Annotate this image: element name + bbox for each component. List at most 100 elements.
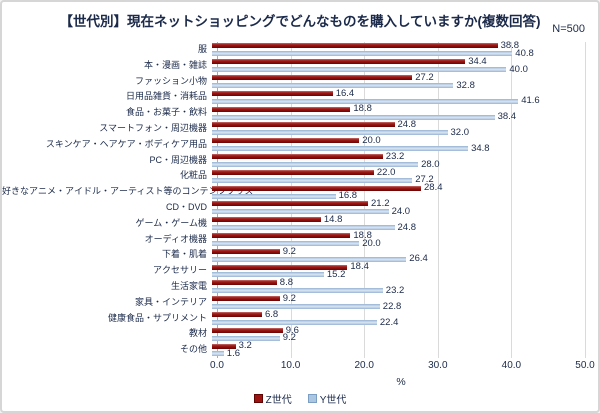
bar-line: 28.4 [212, 182, 598, 194]
bar-rows: 服 38.8 40.8 本・漫画・雑誌 34.4 40.0 ファッション小物 27.2 32.8… [2, 41, 598, 360]
category-label: 下着・肌着 [161, 249, 207, 260]
bar-group: 34.4 40.0 [212, 56, 598, 74]
gridline [437, 42, 439, 358]
value-label: 20.0 [362, 134, 381, 146]
category-label: ゲーム・ゲーム機 [135, 217, 207, 228]
z-generation-bar [212, 217, 321, 223]
chart-row: 家具・インテリア 9.2 22.8 [2, 292, 598, 311]
y-generation-bar [212, 146, 469, 152]
bar-line: 40.0 [212, 65, 598, 74]
x-axis-tick-label: 0.0 [210, 360, 224, 371]
y-generation-bar [212, 82, 454, 88]
bar-group: 21.2 24.0 [212, 198, 598, 218]
value-label: 20.0 [362, 237, 381, 249]
category-label: ファッション小物 [134, 75, 207, 86]
category-label: アクセサリー [152, 265, 207, 276]
bar-line: 41.6 [212, 96, 598, 105]
bar-group: 22.0 27.2 [212, 168, 598, 186]
bar-line: 34.8 [212, 144, 598, 153]
gridline [511, 42, 513, 358]
bar-line: 23.2 [212, 152, 598, 161]
z-generation-bar [212, 201, 368, 207]
bar-line: 27.2 [212, 71, 598, 83]
category-label: 食品・お菓子・飲料 [125, 107, 207, 118]
value-label: 34.4 [468, 56, 487, 67]
chart-row: スマートフォン・周辺機器 24.8 32.0 [2, 120, 598, 139]
chart-row: ファッション小物 27.2 32.8 [2, 71, 598, 91]
value-label: 24.8 [397, 221, 417, 233]
y-generation-bar [212, 319, 377, 325]
category-label: 家具・インテリア [134, 296, 207, 307]
z-series-swatch-icon [253, 394, 263, 403]
value-label: 27.2 [415, 174, 434, 186]
bar-line: 6.8 [212, 308, 598, 320]
category-label: その他 [179, 344, 207, 355]
value-label: 26.4 [409, 253, 428, 265]
bar-line: 23.2 [212, 285, 598, 297]
y-generation-bar [212, 304, 380, 310]
value-label: 9.2 [282, 245, 296, 257]
legend-item-z: Z世代 [253, 391, 292, 406]
value-label: 18.8 [353, 103, 372, 115]
value-label: 6.8 [265, 308, 279, 320]
bar-line: 14.8 [212, 213, 598, 225]
chart-row: オーディオ機器 18.8 20.0 [2, 231, 598, 249]
chart-row: その他 3.2 1.6 [2, 341, 598, 360]
category-label: CD・DVD [165, 201, 207, 212]
bar-line: 20.0 [212, 134, 598, 146]
value-label: 9.2 [282, 332, 296, 344]
value-label: 24.0 [391, 206, 411, 218]
category-label: 生活家電 [170, 280, 207, 291]
chart-row: 本・漫画・雑誌 34.4 40.0 [2, 56, 598, 74]
bar-line: 28.0 [212, 160, 598, 169]
y-generation-bar [212, 209, 389, 215]
bar-line: 9.2 [212, 332, 598, 344]
x-axis-tick-label: 20.0 [354, 360, 374, 371]
legend: Z世代 Y世代 [2, 391, 598, 406]
value-label: 15.2 [326, 269, 346, 281]
chart-row: 食品・お菓子・飲料 18.8 38.4 [2, 103, 598, 123]
bar-line: 18.4 [212, 262, 598, 271]
value-label: 28.4 [424, 182, 443, 194]
category-label: 本・漫画・雑誌 [143, 59, 207, 70]
chart-row: アクセサリー 18.4 15.2 [2, 262, 598, 281]
y-generation-bar [212, 240, 360, 246]
z-generation-bar [212, 138, 360, 144]
value-label: 27.2 [415, 71, 434, 83]
value-label: 16.8 [338, 190, 358, 202]
y-series-swatch-icon [307, 394, 317, 403]
value-label: 9.6 [285, 324, 299, 336]
value-label: 40.8 [515, 48, 534, 60]
value-label: 1.6 [226, 348, 241, 360]
bar-line: 32.0 [212, 127, 598, 139]
bar-line: 18.8 [212, 231, 598, 240]
bar-group: 14.8 24.8 [212, 213, 598, 233]
z-generation-bar [212, 343, 236, 349]
value-label: 14.8 [323, 213, 343, 225]
bar-group: 24.8 32.0 [212, 120, 598, 139]
value-label: 23.2 [385, 285, 405, 297]
chart-row: 生活家電 8.8 23.2 [2, 278, 598, 297]
bar-group: 18.4 15.2 [212, 262, 598, 281]
bar-line: 38.4 [212, 111, 598, 123]
value-label: 32.8 [456, 79, 475, 91]
bar-line: 38.8 [212, 41, 598, 50]
bar-group: 8.8 23.2 [212, 278, 598, 297]
x-axis-tick-label: 10.0 [280, 360, 301, 371]
bar-group: 28.4 16.8 [212, 182, 598, 202]
bar-line: 22.4 [212, 318, 598, 327]
z-generation-bar [212, 185, 421, 191]
value-label: 38.4 [497, 111, 517, 123]
plot-gridlines [2, 42, 598, 358]
value-label: 32.0 [450, 127, 470, 139]
value-label: 16.4 [335, 87, 355, 99]
bar-group: 20.0 34.8 [212, 134, 598, 153]
chart-row: ゲーム・ゲーム機 14.8 24.8 [2, 213, 598, 233]
value-label: 9.2 [282, 292, 296, 304]
y-generation-bar [212, 98, 519, 104]
bar-line: 22.8 [212, 302, 598, 311]
value-label: 21.2 [371, 198, 390, 210]
bar-line: 40.8 [212, 48, 598, 60]
bar-group: 3.2 1.6 [212, 341, 598, 360]
bar-group: 18.8 38.4 [212, 103, 598, 123]
